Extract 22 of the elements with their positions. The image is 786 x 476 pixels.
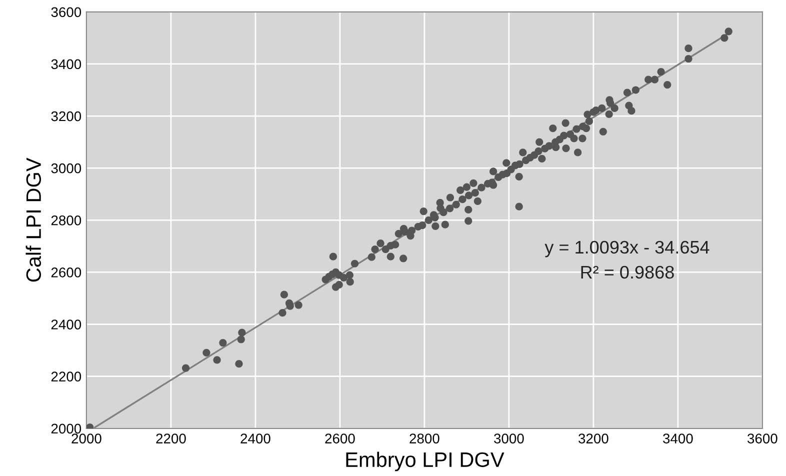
x-tick-label: 2000 [72,434,102,444]
y-tick-label: 3600 [51,7,82,18]
x-tick-label: 3000 [494,434,524,444]
y-tick-label: 3200 [51,111,82,122]
y-tick-label: 2600 [51,268,82,278]
y-axis-title: Calf LPI DGV [26,158,42,282]
x-tick-label: 2400 [240,434,270,444]
y-tick-label: 2800 [51,215,82,226]
x-tick-label: 3400 [663,434,693,444]
annotation: y = 1.0093x - 34.654 [544,240,710,258]
y-tick-label: 2400 [51,320,82,330]
y-tick-label: 3000 [51,163,82,174]
x-tick-label: 2600 [325,434,355,444]
y-tick-label: 2200 [51,372,82,382]
x-tick-label: 2200 [156,434,186,444]
y-tick-label: 2000 [51,424,82,434]
x-tick-label: 2800 [410,434,440,444]
x-tick-label: 3600 [748,434,778,444]
x-axis-title: Embryo LPI DGV [346,452,504,472]
annotation: R² = 0.9868 [581,266,674,279]
y-tick-label: 3400 [51,59,82,70]
x-tick-label: 3200 [578,434,608,444]
